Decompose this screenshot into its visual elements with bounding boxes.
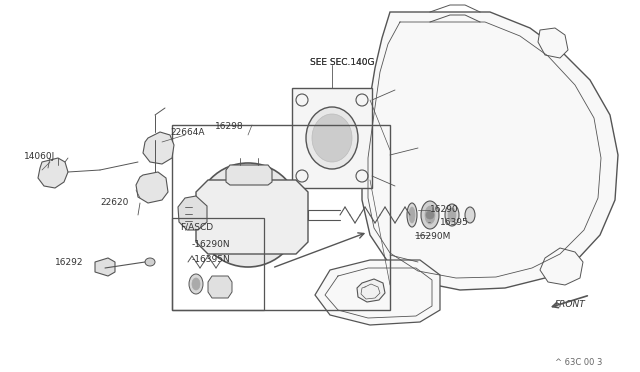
Ellipse shape bbox=[306, 107, 358, 169]
Polygon shape bbox=[315, 260, 440, 325]
Polygon shape bbox=[538, 28, 568, 58]
Text: -16395N: -16395N bbox=[192, 255, 231, 264]
Polygon shape bbox=[136, 172, 168, 203]
Polygon shape bbox=[95, 258, 115, 276]
Ellipse shape bbox=[145, 258, 155, 266]
Text: 14060J: 14060J bbox=[24, 152, 55, 161]
Ellipse shape bbox=[465, 207, 475, 223]
Circle shape bbox=[211, 177, 285, 253]
Text: FRONT: FRONT bbox=[555, 300, 586, 309]
Polygon shape bbox=[540, 248, 583, 285]
Text: ^ 63C 00 3: ^ 63C 00 3 bbox=[555, 358, 602, 367]
Text: 16292: 16292 bbox=[55, 258, 83, 267]
Text: SEE SEC.140G: SEE SEC.140G bbox=[310, 58, 374, 67]
Text: -16290N: -16290N bbox=[192, 240, 230, 249]
Polygon shape bbox=[178, 196, 207, 230]
Bar bbox=[172, 218, 264, 310]
Circle shape bbox=[242, 209, 254, 221]
Ellipse shape bbox=[312, 114, 352, 162]
Text: 16395: 16395 bbox=[440, 218, 468, 227]
Ellipse shape bbox=[421, 201, 439, 229]
Text: 16290M: 16290M bbox=[415, 232, 451, 241]
Text: 16290: 16290 bbox=[430, 205, 459, 214]
Text: 22620: 22620 bbox=[100, 198, 129, 207]
Text: SEE SEC.140G: SEE SEC.140G bbox=[310, 58, 374, 67]
Polygon shape bbox=[196, 180, 308, 254]
Ellipse shape bbox=[192, 278, 200, 290]
Text: 16298: 16298 bbox=[215, 122, 244, 131]
Text: F/ASCD: F/ASCD bbox=[180, 222, 213, 231]
Ellipse shape bbox=[189, 274, 203, 294]
Polygon shape bbox=[357, 279, 385, 302]
Circle shape bbox=[196, 163, 300, 267]
Circle shape bbox=[230, 197, 266, 233]
Polygon shape bbox=[362, 12, 618, 290]
Ellipse shape bbox=[409, 207, 415, 223]
Ellipse shape bbox=[445, 204, 459, 226]
Polygon shape bbox=[208, 276, 232, 298]
Polygon shape bbox=[226, 165, 272, 185]
Bar bbox=[172, 125, 390, 310]
Circle shape bbox=[426, 211, 434, 219]
Polygon shape bbox=[292, 88, 372, 188]
Ellipse shape bbox=[425, 206, 435, 224]
Polygon shape bbox=[143, 132, 174, 164]
Text: 22664A: 22664A bbox=[170, 128, 205, 137]
Ellipse shape bbox=[448, 208, 456, 222]
Ellipse shape bbox=[407, 203, 417, 227]
Polygon shape bbox=[38, 158, 68, 188]
